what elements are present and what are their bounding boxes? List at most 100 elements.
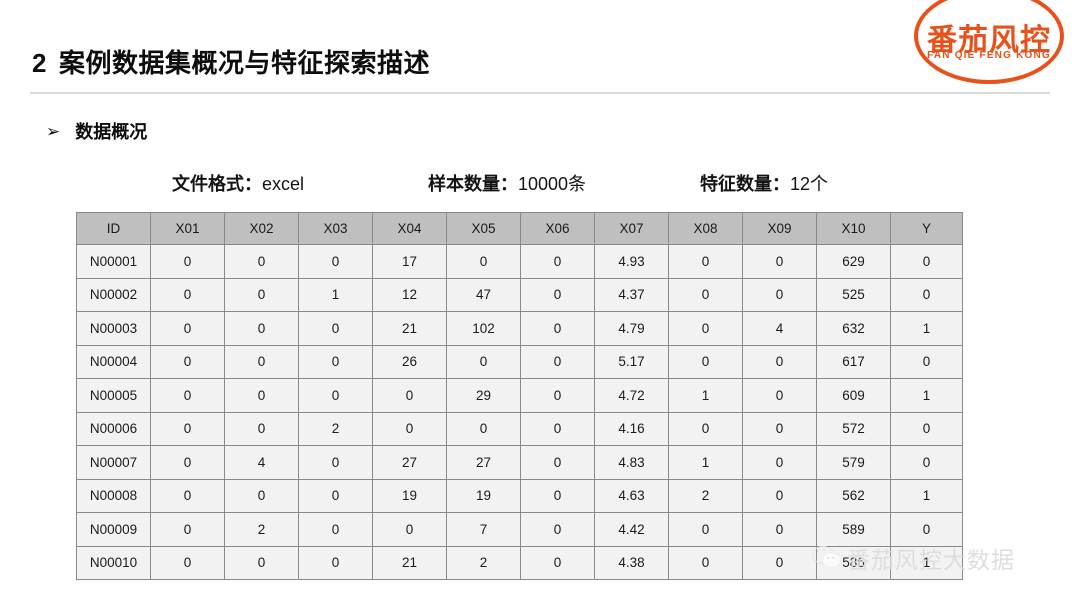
table-cell-x10: 579 <box>816 445 891 480</box>
table-cell-x02: 0 <box>224 344 299 379</box>
table-cell-x03: 0 <box>298 378 373 413</box>
table-cell-x08: 0 <box>668 244 743 279</box>
table-cell-x03: 0 <box>298 545 373 580</box>
stat-file-format-value: excel <box>262 174 305 194</box>
table-column-header-x05: X05 <box>446 212 521 245</box>
table-cell-id: N00009 <box>76 512 151 547</box>
table-row: N00005 0 0 0 0 29 0 4.72 1 0 609 1 <box>76 378 963 413</box>
table-cell-x07: 4.83 <box>594 445 669 480</box>
table-body: N00001 0 0 0 17 0 0 4.93 0 0 629 0 N00002 0 0 1 12 47 0 4.3… <box>76 244 963 580</box>
table-row: N00009 0 2 0 0 7 0 4.42 0 0 589 0 <box>76 512 963 547</box>
table-cell-x10: 609 <box>816 378 891 413</box>
table-cell-x05: 102 <box>446 311 521 346</box>
table-row: N00006 0 0 2 0 0 0 4.16 0 0 572 0 <box>76 411 963 446</box>
table-cell-id: N00005 <box>76 378 151 413</box>
table-header: ID X01 X02 X03 X04 X05 X06 X07 X08 X09 X10 Y <box>76 212 963 245</box>
dataset-summary-stats: 文件格式：excel 样本数量：10000条 特征数量：12个 <box>76 170 962 200</box>
table-cell-id: N00002 <box>76 277 151 312</box>
table-cell-x08: 0 <box>668 344 743 379</box>
table-row: N00004 0 0 0 26 0 0 5.17 0 0 617 0 <box>76 344 963 379</box>
table-cell-x05: 47 <box>446 277 521 312</box>
table-cell-x02: 0 <box>224 277 299 312</box>
stat-feature-count-separator: ： <box>772 174 790 194</box>
stat-feature-count-key: 特征数量 <box>700 174 772 194</box>
table-cell-x04: 0 <box>372 378 447 413</box>
logo-pinyin-text: FAN QIE FENG KONG <box>927 50 1051 61</box>
table-cell-x09: 0 <box>742 244 817 279</box>
stat-feature-count: 特征数量：12个 <box>700 170 828 196</box>
table-cell-x01: 0 <box>150 478 225 513</box>
table-cell-x01: 0 <box>150 545 225 580</box>
table-row: N00002 0 0 1 12 47 0 4.37 0 0 525 0 <box>76 277 963 312</box>
table-cell-x07: 4.42 <box>594 512 669 547</box>
table-cell-x05: 19 <box>446 478 521 513</box>
table-cell-x09: 0 <box>742 478 817 513</box>
section-bullet: ➢ 数据概况 <box>46 118 147 144</box>
table-cell-x07: 4.93 <box>594 244 669 279</box>
table-column-header-x04: X04 <box>372 212 447 245</box>
table-cell-y: 1 <box>890 545 963 580</box>
table-cell-x02: 0 <box>224 411 299 446</box>
table-cell-x07: 4.16 <box>594 411 669 446</box>
table-cell-x09: 0 <box>742 277 817 312</box>
table-cell-x09: 0 <box>742 344 817 379</box>
table-row: N00001 0 0 0 17 0 0 4.93 0 0 629 0 <box>76 244 963 279</box>
table-cell-id: N00003 <box>76 311 151 346</box>
table-cell-y: 0 <box>890 277 963 312</box>
table-cell-x03: 2 <box>298 411 373 446</box>
table-cell-x08: 0 <box>668 545 743 580</box>
table-cell-x10: 562 <box>816 478 891 513</box>
table-cell-x08: 1 <box>668 378 743 413</box>
table-cell-x07: 5.17 <box>594 344 669 379</box>
table-cell-x04: 26 <box>372 344 447 379</box>
table-cell-x02: 0 <box>224 244 299 279</box>
table-cell-x10: 572 <box>816 411 891 446</box>
arrow-bullet-icon: ➢ <box>46 121 61 141</box>
table-cell-x10: 525 <box>816 277 891 312</box>
table-column-header-x06: X06 <box>520 212 595 245</box>
table-cell-x01: 0 <box>150 445 225 480</box>
table-cell-x09: 0 <box>742 545 817 580</box>
table-cell-y: 0 <box>890 411 963 446</box>
table-cell-x08: 2 <box>668 478 743 513</box>
table-cell-x10: 589 <box>816 512 891 547</box>
table-cell-x02: 2 <box>224 512 299 547</box>
table-cell-x06: 0 <box>520 545 595 580</box>
table-cell-x01: 0 <box>150 344 225 379</box>
table-cell-x04: 21 <box>372 545 447 580</box>
table-cell-x01: 0 <box>150 311 225 346</box>
table-cell-y: 0 <box>890 445 963 480</box>
table-cell-x08: 0 <box>668 311 743 346</box>
table-cell-x05: 0 <box>446 344 521 379</box>
table-cell-x10: 617 <box>816 344 891 379</box>
stat-sample-count-value: 10000条 <box>518 174 587 194</box>
table-cell-x01: 0 <box>150 378 225 413</box>
table-cell-x08: 0 <box>668 411 743 446</box>
table-cell-id: N00001 <box>76 244 151 279</box>
table-header-row: ID X01 X02 X03 X04 X05 X06 X07 X08 X09 X10 Y <box>76 212 963 245</box>
table-column-header-x08: X08 <box>668 212 743 245</box>
table-row: N00010 0 0 0 21 2 0 4.38 0 0 586 1 <box>76 545 963 580</box>
table-cell-x07: 4.72 <box>594 378 669 413</box>
table-cell-x04: 12 <box>372 277 447 312</box>
table-cell-x07: 4.79 <box>594 311 669 346</box>
table-cell-x01: 0 <box>150 411 225 446</box>
table-cell-x05: 27 <box>446 445 521 480</box>
section-bullet-label: 数据概况 <box>75 122 148 142</box>
table-cell-x03: 0 <box>298 445 373 480</box>
table-cell-y: 1 <box>890 478 963 513</box>
table-column-header-x03: X03 <box>298 212 373 245</box>
table-cell-x09: 4 <box>742 311 817 346</box>
stat-file-format-separator: ： <box>244 174 262 194</box>
table-cell-id: N00010 <box>76 545 151 580</box>
table-cell-x02: 0 <box>224 478 299 513</box>
logo-chinese-text: 番茄风控 <box>927 23 1051 58</box>
table-cell-x01: 0 <box>150 277 225 312</box>
table-cell-x07: 4.63 <box>594 478 669 513</box>
table-cell-x09: 0 <box>742 512 817 547</box>
table-column-header-x01: X01 <box>150 212 225 245</box>
table-row: N00008 0 0 0 19 19 0 4.63 2 0 562 1 <box>76 478 963 513</box>
stat-feature-count-value: 12个 <box>790 174 829 194</box>
table-cell-x06: 0 <box>520 478 595 513</box>
table-cell-x09: 0 <box>742 378 817 413</box>
